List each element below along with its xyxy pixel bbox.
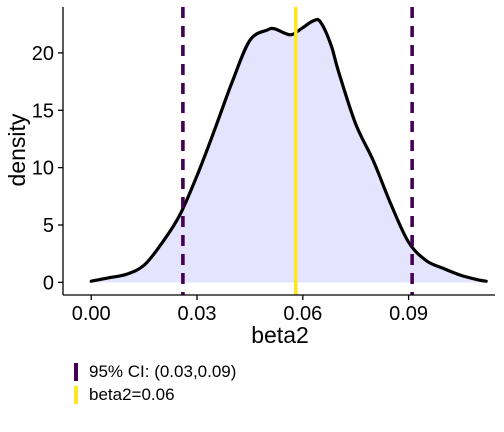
reference-lines bbox=[181, 7, 414, 295]
x-axis-title: beta2 bbox=[251, 322, 309, 348]
y-tick-label: 0 bbox=[43, 272, 54, 294]
axes: 0.00 0.03 0.06 0.09 0 5 10 15 20 bbox=[32, 7, 495, 325]
y-tick-label: 5 bbox=[43, 215, 54, 237]
legend-label-ci: 95% CI: (0.03,0.09) bbox=[89, 361, 237, 381]
plot-area bbox=[89, 17, 488, 283]
legend-key-estimate bbox=[74, 385, 78, 404]
y-tick-label: 20 bbox=[32, 43, 54, 65]
legend-item-ci: 95% CI: (0.03,0.09) bbox=[74, 360, 236, 383]
x-tick-label: 0.09 bbox=[389, 303, 428, 325]
y-axis-title: density bbox=[4, 113, 30, 186]
y-tick-label: 15 bbox=[32, 100, 54, 122]
x-tick-label: 0.06 bbox=[283, 303, 322, 325]
legend-item-estimate: beta2=0.06 bbox=[74, 383, 236, 406]
x-tick-label: 0.00 bbox=[72, 303, 111, 325]
x-tick-label: 0.03 bbox=[178, 303, 217, 325]
y-tick-label: 10 bbox=[32, 158, 54, 180]
legend-key-ci bbox=[74, 362, 78, 381]
legend: 95% CI: (0.03,0.09) beta2=0.06 bbox=[74, 360, 236, 406]
legend-label-estimate: beta2=0.06 bbox=[89, 384, 175, 404]
density-area bbox=[91, 19, 487, 283]
